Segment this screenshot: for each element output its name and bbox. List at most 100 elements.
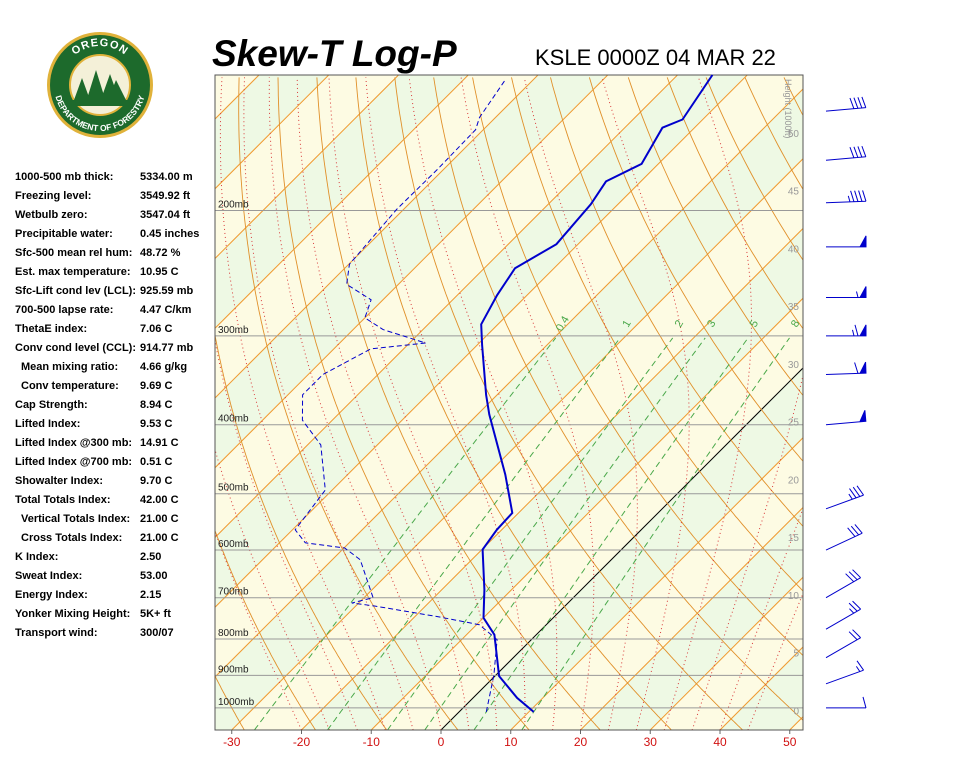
- wind-barb: [825, 361, 867, 376]
- index-label: Wetbulb zero:: [15, 209, 88, 221]
- isotherm: [231, 158, 803, 730]
- isotherm: [215, 75, 330, 190]
- isotherm: [215, 75, 748, 608]
- wind-barb: [825, 660, 864, 685]
- x-tick-label: -10: [363, 735, 381, 749]
- pressure-label: 1000mb: [218, 697, 255, 708]
- wind-barb: [825, 145, 867, 161]
- dry-adiabat: [355, 77, 672, 730]
- index-label: Sfc-Lift cond lev (LCL):: [15, 285, 136, 297]
- index-value: 914.77 mb: [140, 342, 193, 354]
- isotherm: [215, 75, 678, 539]
- dry-adiabat: [940, 77, 960, 730]
- wind-barb: [826, 286, 867, 298]
- height-tick-label: 10: [788, 591, 800, 602]
- mixing-ratio-label: 2: [673, 318, 686, 329]
- index-label: Total Totals Index:: [15, 494, 111, 506]
- index-sub-label: Conv temperature:: [21, 380, 119, 392]
- index-label: Lifted Index:: [15, 418, 80, 430]
- moist-adiabat: [365, 77, 526, 730]
- wind-barb: [825, 96, 867, 112]
- index-value: 53.00: [140, 570, 168, 582]
- wind-barb: [825, 485, 864, 510]
- index-label: Yonker Mixing Height:: [15, 608, 130, 620]
- chart-subtitle: KSLE 0000Z 04 MAR 22: [535, 45, 776, 70]
- plot-border: [214, 74, 804, 731]
- pressure-label: 300mb: [218, 325, 249, 336]
- index-label: Lifted Index @700 mb:: [15, 456, 132, 468]
- pressure-label: 700mb: [218, 587, 249, 598]
- index-value: 4.47 C/km: [140, 304, 192, 316]
- index-value: 10.95 C: [140, 266, 179, 278]
- height-tick-label: 25: [788, 418, 800, 429]
- index-value: 2.15: [140, 589, 161, 601]
- index-value: 7.06 C: [140, 323, 172, 335]
- diagram-foreground: 1000mb 900mb 800mb 700mb 600mb 500mb 400mb 300m…: [214, 74, 867, 749]
- moist-adiabat: [243, 77, 414, 730]
- mixing-ratio-label: 1: [620, 318, 633, 329]
- chart-title: Skew-T Log-P: [212, 33, 457, 74]
- isotherm: [215, 75, 539, 399]
- index-value: 2.50: [140, 551, 161, 563]
- index-value: 5334.00 m: [140, 171, 193, 183]
- x-tick-label: -30: [223, 735, 241, 749]
- index-value: 8.94 C: [140, 399, 172, 411]
- pressure-label: 500mb: [218, 483, 249, 494]
- temperature-band: [215, 75, 803, 677]
- index-value: 300/07: [140, 627, 174, 639]
- index-value: 5K+ ft: [140, 608, 171, 620]
- isotherm: [580, 506, 803, 730]
- index-value: 48.72 %: [140, 247, 181, 259]
- x-tick-label: 10: [504, 735, 518, 749]
- index-label: K Index:: [15, 551, 58, 563]
- dewpoint-line: [294, 79, 506, 713]
- mixing-ratio-label: 8: [789, 318, 802, 329]
- wind-barb: [825, 600, 861, 630]
- height-tick-label: 50: [788, 129, 800, 140]
- isotherm: [215, 75, 399, 260]
- dry-adiabat: [215, 674, 245, 730]
- isotherm: [215, 88, 803, 678]
- dry-adiabat: [666, 77, 803, 330]
- isotherm: [370, 297, 803, 730]
- height-tick-label: 30: [788, 360, 800, 371]
- height-axis-label: Height (1000ft): [783, 79, 793, 139]
- mixing-ratio-line: [327, 337, 621, 730]
- moist-adiabat: [719, 507, 803, 730]
- mixing-ratio-label: 3: [705, 318, 718, 329]
- moist-adiabat: [747, 592, 803, 730]
- index-label: Sfc-500 mean rel hum:: [15, 247, 132, 259]
- index-sub-value: 21.00 C: [140, 513, 179, 525]
- wind-barb: [825, 524, 863, 551]
- index-sub-label: Mean mixing ratio:: [21, 361, 118, 373]
- dry-adiabat: [862, 77, 960, 730]
- wind-barb: [825, 569, 861, 599]
- wind-barb: [826, 696, 867, 709]
- index-value: 14.91 C: [140, 437, 179, 449]
- wind-barb: [826, 235, 867, 248]
- pressure-label: 200mb: [218, 200, 249, 211]
- dry-adiabat: [433, 77, 803, 721]
- mixing-ratio-line: [521, 337, 790, 730]
- index-sub-label: Cross Totals Index:: [21, 532, 122, 544]
- index-value: 3549.92 ft: [140, 190, 190, 202]
- dry-adiabat: [511, 77, 803, 592]
- index-sub-value: 21.00 C: [140, 532, 179, 544]
- x-tick-label: -20: [293, 735, 311, 749]
- isotherm: [859, 75, 960, 730]
- index-sub-value: 9.69 C: [140, 380, 172, 392]
- index-value: 925.59 mb: [140, 285, 193, 297]
- moist-adiabat: [691, 373, 803, 730]
- height-tick-label: 40: [788, 244, 800, 255]
- dry-adiabat: [550, 77, 803, 527]
- dry-adiabat: [394, 77, 743, 730]
- dry-adiabat: [901, 77, 960, 730]
- isotherm: [440, 367, 803, 730]
- indices-table: 1000-500 mb thick: 5334.00 m Freezing leve…: [15, 171, 199, 639]
- temperature-band: [215, 88, 803, 730]
- index-sub-label: Vertical Totals Index:: [21, 513, 130, 525]
- logo: OREGON DEPARTMENT OF FORESTRY: [47, 32, 153, 138]
- index-value: 0.51 C: [140, 456, 172, 468]
- index-label: Freezing level:: [15, 190, 91, 202]
